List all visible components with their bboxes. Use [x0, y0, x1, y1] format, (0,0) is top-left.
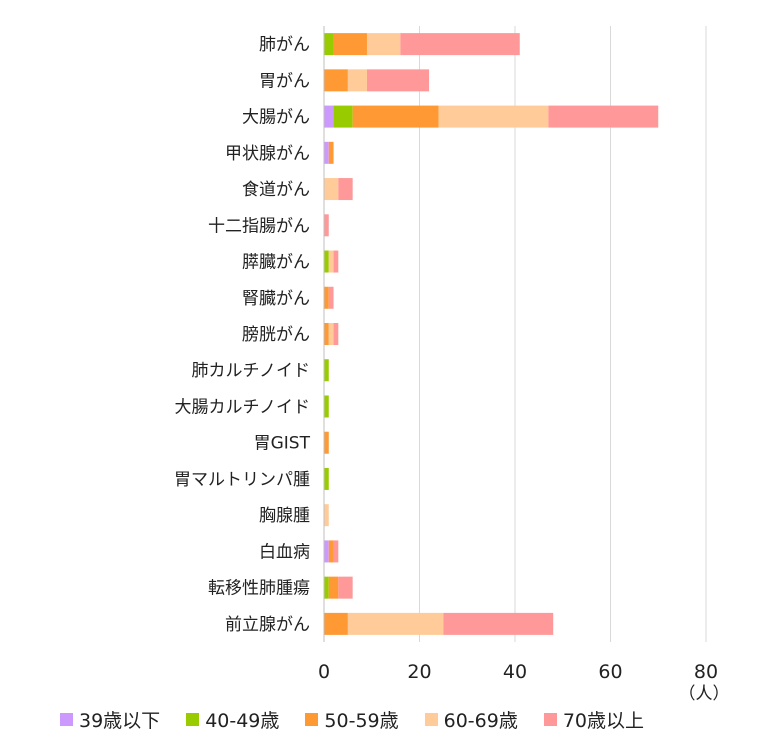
bar-segment — [328, 286, 334, 309]
category-label: 大腸がん — [242, 108, 310, 128]
bar-segment — [328, 141, 334, 164]
category-label: 膵臓がん — [242, 253, 310, 273]
x-tick-label: 80 — [694, 661, 718, 683]
x-tick-label: 60 — [598, 661, 622, 683]
bar-segment — [324, 431, 329, 454]
bar-segment — [328, 540, 334, 563]
category-label: 甲状腺がん — [225, 144, 310, 164]
bar-segment — [324, 395, 329, 418]
bar-segment — [338, 576, 353, 599]
bar-segment — [328, 576, 339, 599]
category-label: 肺カルチノイド — [192, 361, 311, 381]
x-tick-label: 0 — [318, 661, 330, 683]
category-label: 胃がん — [259, 71, 310, 91]
legend-item: 39歳以下 — [60, 706, 160, 733]
x-tick-labels: 0 20 40 60 80 — [318, 661, 718, 683]
bar-segment — [324, 69, 348, 92]
legend-label: 60-69歳 — [443, 710, 518, 732]
bars — [324, 33, 659, 635]
x-tick-label: 20 — [407, 661, 431, 683]
bar-segment — [333, 105, 353, 128]
category-label: 十二指腸がん — [208, 216, 310, 236]
gridlines — [419, 26, 707, 642]
category-labels: 肺がん胃がん大腸がん甲状腺がん食道がん十二指腸がん膵臓がん腎臓がん膀胱がん肺カル… — [174, 35, 311, 635]
bar-segment — [324, 504, 329, 527]
category-label: 食道がん — [242, 180, 310, 200]
bar-segment — [324, 359, 329, 382]
legend-swatch — [543, 713, 557, 726]
legend-item: 40-49歳 — [186, 706, 279, 733]
legend: 39歳以下 40-49歳 50-59歳 60-69歳 70歳以上 — [60, 706, 644, 733]
legend-swatch — [305, 713, 319, 726]
legend-label: 70歳以上 — [562, 710, 645, 732]
bar-segment — [324, 178, 339, 201]
bar-segment — [347, 69, 367, 92]
bar-segment — [366, 33, 401, 56]
category-label: 胸腺腫 — [259, 506, 310, 526]
legend-swatch — [186, 713, 200, 726]
category-label: 胃マルトリンパ腫 — [174, 470, 310, 490]
category-label: 白血病 — [259, 542, 310, 562]
legend-swatch — [424, 713, 438, 726]
category-label: 胃GIST — [254, 434, 311, 454]
bar-segment — [328, 250, 334, 273]
x-unit-label: （人） — [679, 684, 730, 704]
bar-segment — [324, 33, 334, 56]
bar-segment — [324, 612, 348, 635]
bar-segment — [338, 178, 353, 201]
category-label: 大腸カルチノイド — [175, 397, 311, 417]
bar-segment — [324, 540, 329, 563]
bar-segment — [324, 286, 329, 309]
bar-segment — [324, 576, 329, 599]
legend-item: 50-59歳 — [305, 706, 399, 733]
bar-segment — [324, 105, 334, 128]
bar-segment — [352, 105, 439, 128]
bar-segment — [438, 105, 549, 128]
legend-item: 70歳以上 — [543, 706, 645, 733]
bar-segment — [333, 250, 339, 273]
bar-segment — [400, 33, 520, 56]
legend-label: 50-59歳 — [324, 710, 399, 732]
bar-segment — [324, 323, 329, 345]
category-label: 膀胱がん — [242, 325, 310, 345]
bar-segment — [324, 141, 329, 164]
legend-swatch — [60, 713, 73, 726]
bar-segment — [366, 69, 430, 92]
category-label: 肺がん — [259, 35, 310, 55]
bar-segment — [324, 467, 329, 490]
bar-segment — [324, 214, 329, 237]
category-label: 腎臓がん — [242, 289, 310, 309]
x-tick-label: 40 — [503, 661, 527, 683]
category-label: 転移性肺腫瘍 — [208, 579, 310, 599]
category-label: 前立腺がん — [225, 615, 310, 635]
bar-segment — [347, 612, 444, 635]
bar-segment — [333, 540, 339, 563]
bar-segment — [443, 612, 554, 635]
bar-segment — [324, 250, 329, 273]
bar-segment — [328, 323, 334, 345]
legend-item: 60-69歳 — [424, 706, 518, 733]
bar-segment — [548, 105, 659, 128]
legend-label: 39歳以下 — [79, 710, 161, 732]
bar-segment — [333, 33, 367, 56]
legend-label: 40-49歳 — [205, 710, 280, 732]
bar-segment — [333, 323, 339, 345]
